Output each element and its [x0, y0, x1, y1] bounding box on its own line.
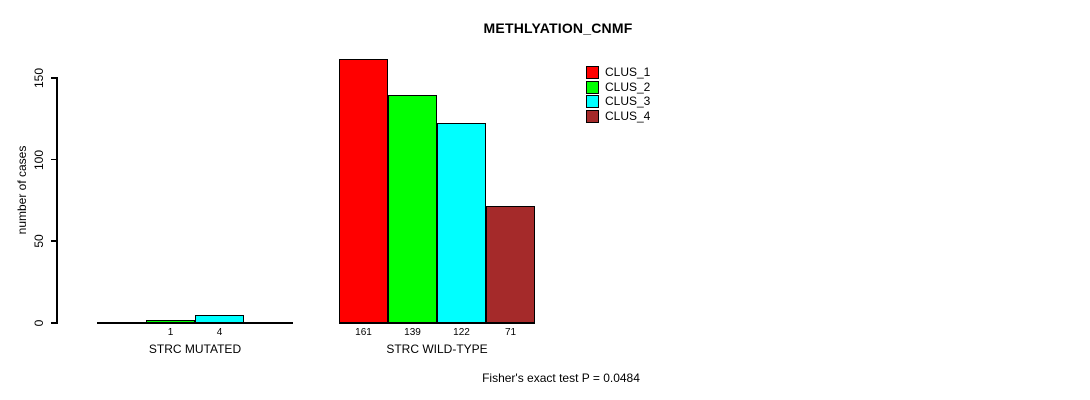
- legend: CLUS_1 CLUS_2 CLUS_3 CLUS_4: [586, 66, 676, 126]
- legend-item-clus-2: CLUS_2: [586, 79, 676, 94]
- group-label-strc-wild-type: STRC WILD-TYPE: [386, 342, 488, 356]
- y-tick-label: 100: [32, 149, 46, 170]
- legend-swatch-clus-4: [586, 109, 599, 123]
- bar-value-label: 161: [355, 327, 372, 338]
- legend-item-clus-4: CLUS_4: [586, 108, 676, 123]
- y-tick: [50, 322, 58, 324]
- bar-clus-1-strc-wild-type: [339, 59, 388, 324]
- y-axis-line: [56, 77, 58, 324]
- bar-clus-4-strc-wild-type: [486, 206, 535, 324]
- y-tick: [50, 158, 58, 161]
- bar-value-label: 71: [504, 327, 517, 338]
- group-label-strc-mutated: STRC MUTATED: [148, 342, 242, 356]
- footer-annotation: Fisher's exact test P = 0.0484: [482, 371, 640, 385]
- y-tick: [50, 240, 58, 242]
- legend-swatch-clus-3: [586, 95, 599, 109]
- y-tick: [50, 77, 58, 79]
- legend-item-clus-3: CLUS_3: [586, 94, 676, 109]
- legend-label-clus-3: CLUS_3: [605, 94, 651, 109]
- y-tick-label: 0: [32, 319, 46, 327]
- legend-swatch-clus-1: [586, 66, 599, 79]
- bar-value-label: 139: [404, 327, 421, 338]
- y-tick-label: 150: [32, 67, 46, 89]
- chart-title: METHLYATION_CNMF: [483, 20, 633, 36]
- bar-value-label: 4: [216, 327, 223, 338]
- y-tick-label: 50: [32, 234, 46, 249]
- bar-value-label: 1: [167, 327, 174, 338]
- legend-label-clus-4: CLUS_4: [605, 108, 651, 123]
- legend-swatch-clus-2: [586, 80, 599, 94]
- legend-label-clus-1: CLUS_1: [605, 65, 651, 79]
- bar-clus-3-strc-wild-type: [437, 122, 486, 324]
- bar-clus-2-strc-wild-type: [388, 94, 437, 324]
- bar-clus-3-strc-mutated: [195, 315, 244, 324]
- bar-value-label: 122: [453, 327, 470, 338]
- legend-item-clus-1: CLUS_1: [586, 66, 676, 79]
- bar-clus-2-strc-mutated: [146, 320, 195, 324]
- y-axis-label: number of cases: [15, 145, 29, 235]
- legend-label-clus-2: CLUS_2: [605, 79, 651, 94]
